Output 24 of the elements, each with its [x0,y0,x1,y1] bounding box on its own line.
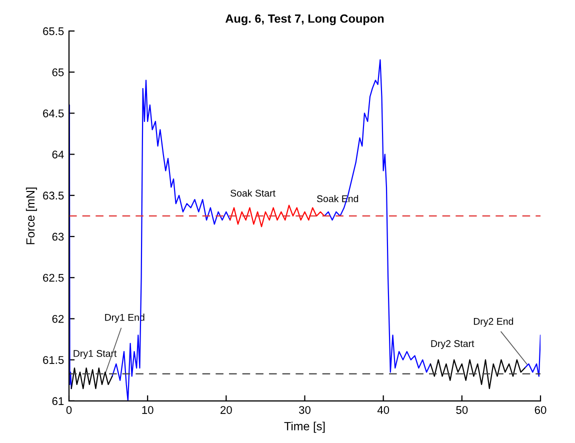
y-tick-label: 62.5 [43,274,64,282]
y-tick-label: 63 [52,232,64,241]
y-tick-label: 61 [52,397,64,406]
x-tick-label: 20 [220,406,232,414]
x-tick-label: 40 [377,406,390,414]
line-series [230,204,325,228]
y-tick-label: 64 [52,150,64,158]
y-tick-label: 64.5 [43,109,64,118]
y-tick-label: 61.5 [43,356,64,364]
y-tick-label: 62 [52,314,64,323]
y-tick-label: 65 [52,68,64,76]
y-tick-label: 63.5 [43,192,64,200]
x-tick-label: 10 [142,406,154,414]
y-axis-title: Force [mN] [26,188,37,244]
x-axis-title: Time [s] [284,422,325,433]
x-tick-label: 30 [298,406,310,414]
x-tick-label: 0 [66,406,72,414]
y-tick-label: 65.5 [43,27,64,36]
x-tick-label: 50 [456,406,468,414]
x-tick-label: 60 [534,406,546,414]
annotation: Dry2 End [474,318,514,327]
annotation: Soak Start [230,189,276,197]
chart-title: Aug. 6, Test 7, Long Coupon [225,14,384,26]
annotation: Dry2 Start [431,340,474,349]
